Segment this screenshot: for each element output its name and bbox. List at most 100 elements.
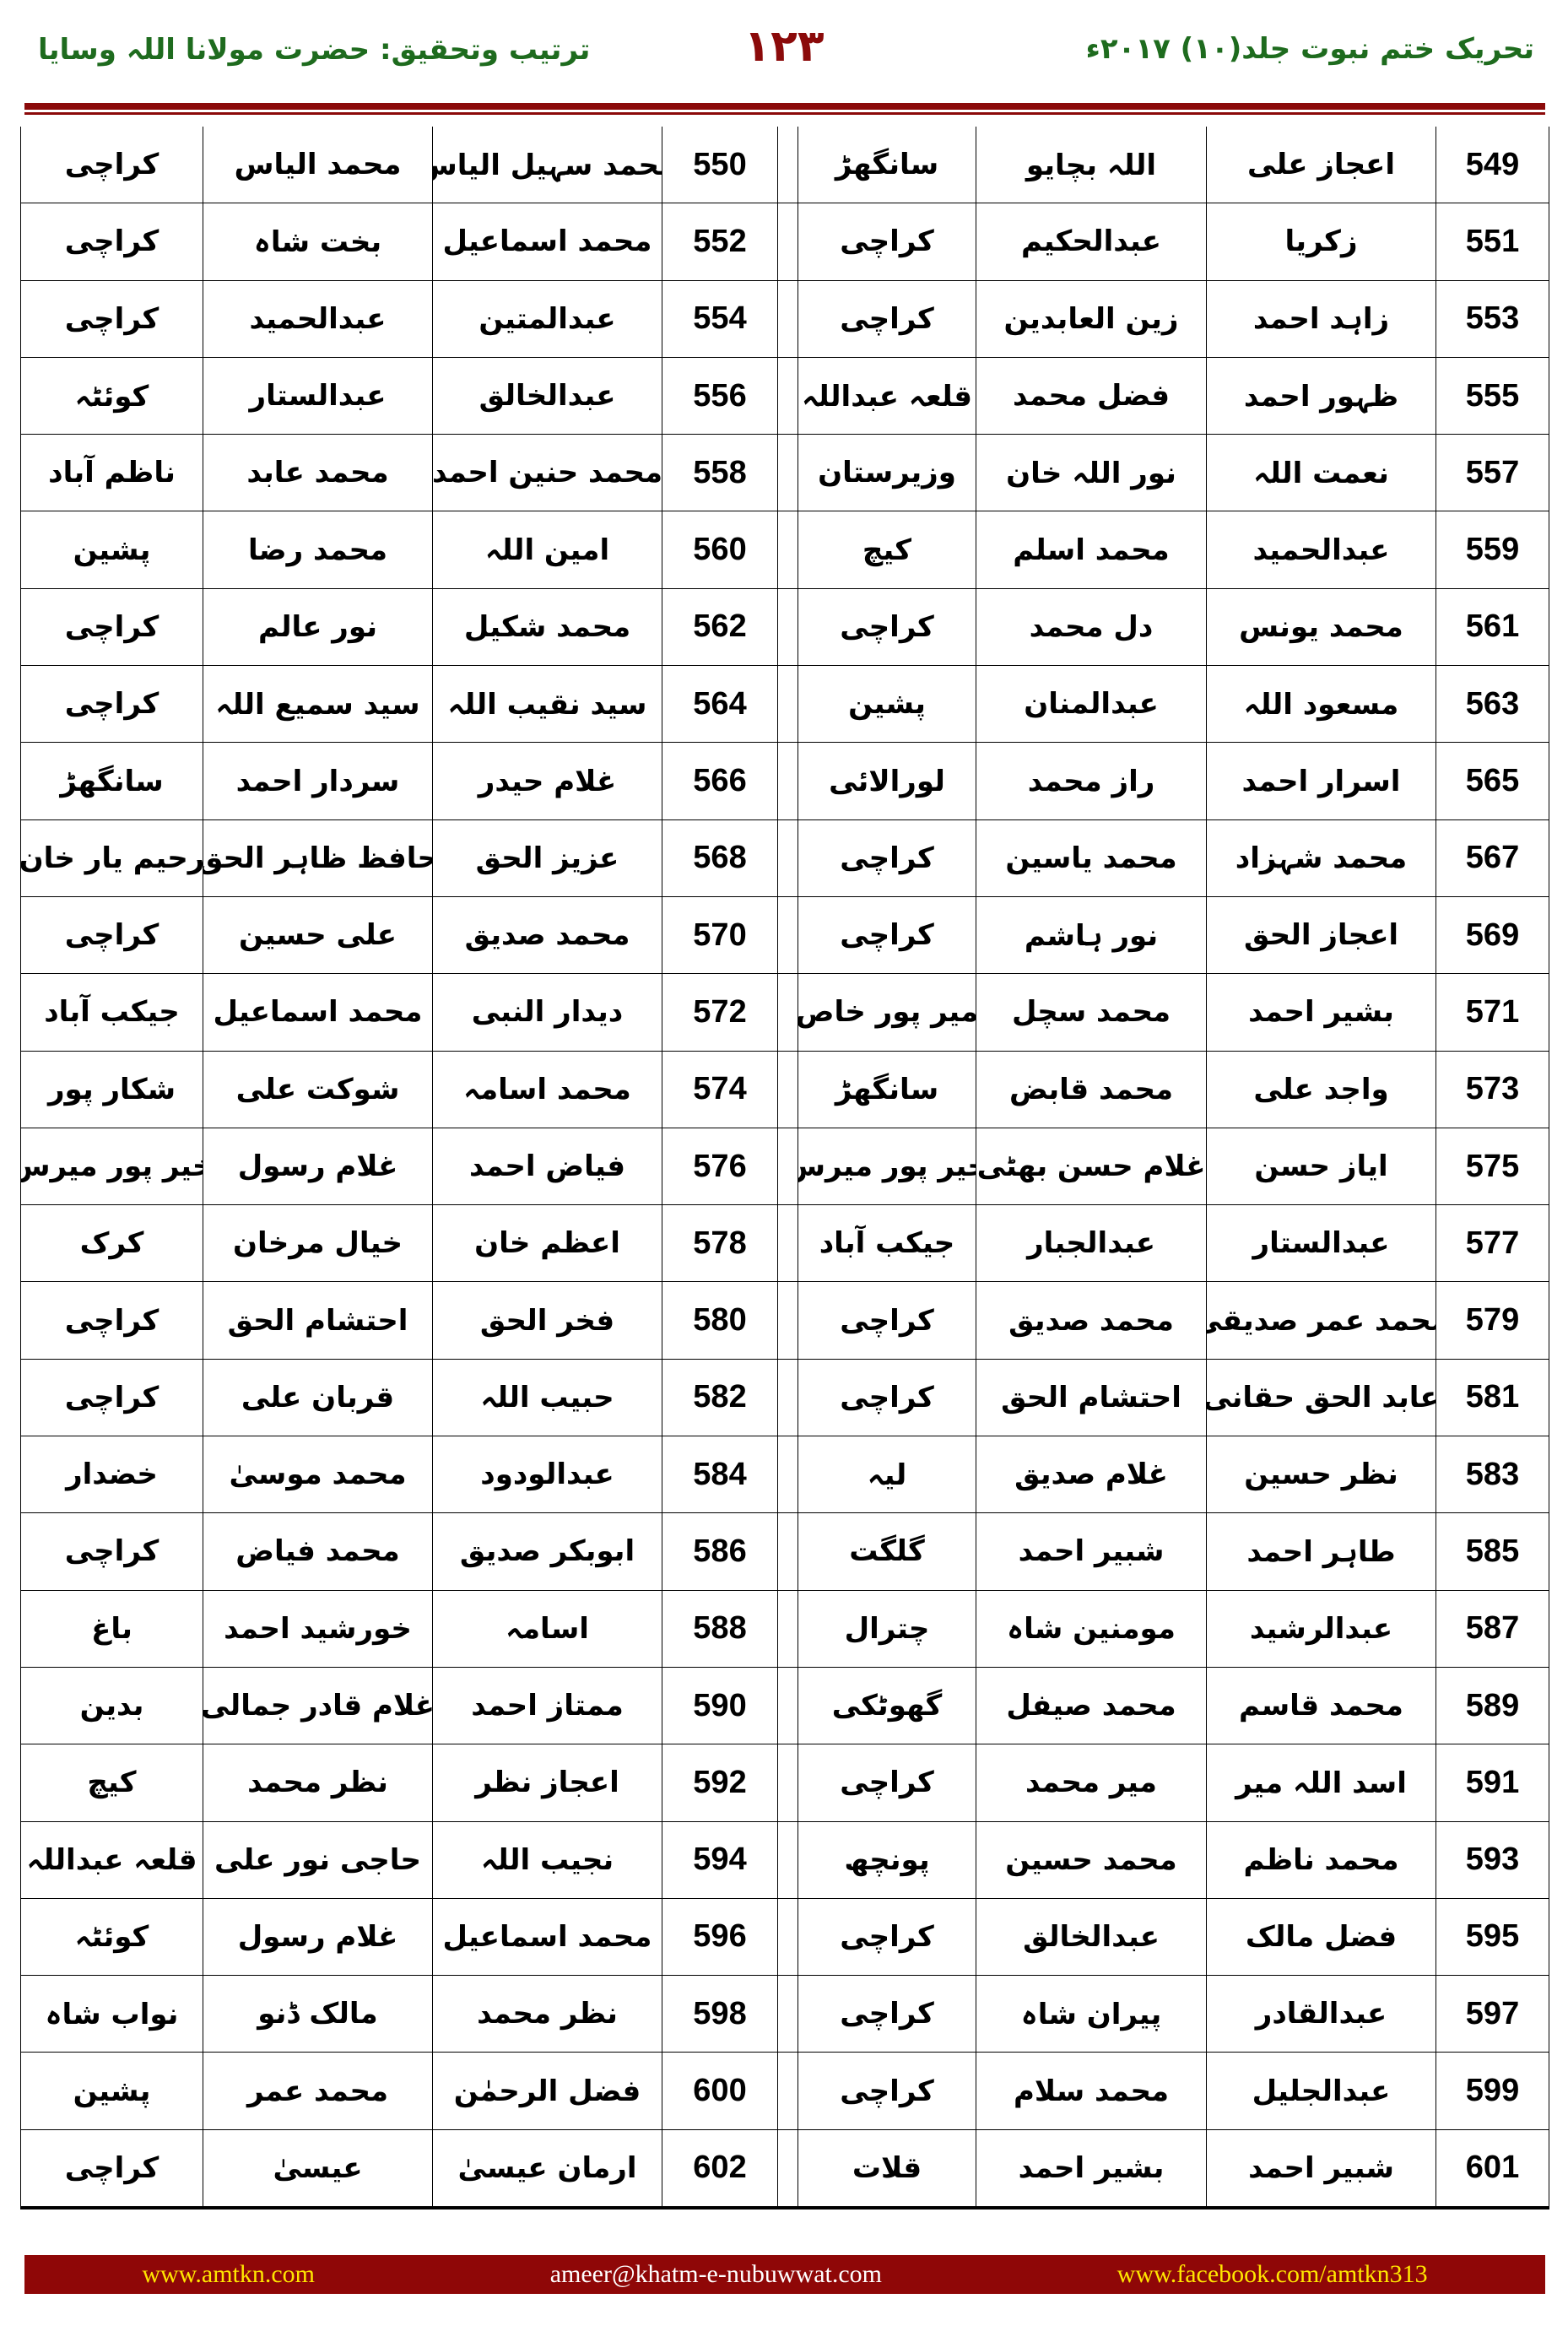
cell-num: 588	[662, 1590, 777, 1667]
cell-city: کیچ	[87, 1766, 137, 1800]
cell-city: کراچی	[798, 1976, 976, 2053]
cell-name: شبیر احمد	[1206, 2129, 1436, 2207]
cell-father: محمد سلام	[976, 2053, 1206, 2129]
cell-father: فضل محمد	[976, 357, 1206, 435]
cell-name: محمد عمر صدیقی	[1206, 1282, 1436, 1359]
cell-father: عبدالحکیم	[976, 203, 1206, 280]
cell-city: کراچی	[64, 301, 160, 336]
column-divider	[777, 511, 798, 588]
cell-name: نظر حسین	[1206, 1436, 1436, 1513]
cell-name: عبدالحمید	[1206, 511, 1436, 588]
cell-city: کراچی	[798, 2053, 976, 2129]
table-row: 561 محمد یونس دل محمد کراچی 562 محمد شکیل نور …	[21, 588, 1549, 667]
cell-num: 559	[1436, 511, 1549, 588]
cell-name: فخر الحق	[432, 1282, 662, 1359]
facebook-link[interactable]: www.facebook.com/amtkn313	[1117, 2260, 1428, 2288]
cell-father: احتشام الحق	[976, 1359, 1206, 1436]
cell-city: پونچھ	[798, 1821, 976, 1898]
cell-city: سانگھڑ	[798, 127, 976, 203]
cell-city: چترال	[798, 1590, 976, 1667]
cell-num: 600	[662, 2053, 777, 2129]
cell-name: نظر محمد	[432, 1976, 662, 2053]
cell-name: ارمان عیسیٰ	[432, 2129, 662, 2207]
cell-name: عبدالودود	[432, 1436, 662, 1513]
cell-num: 554	[662, 280, 777, 357]
cell-name: اعجاز علی	[1206, 127, 1436, 203]
cell-city: کراچی	[798, 819, 976, 896]
cell-num: 593	[1436, 1821, 1549, 1898]
cell-father: عبدالستار	[203, 357, 432, 435]
cell-num: 587	[1436, 1590, 1549, 1667]
cell-father: غلام رسول	[203, 1898, 432, 1976]
column-divider	[777, 1205, 798, 1282]
cell-name: ابوبکر صدیق	[432, 1513, 662, 1590]
column-divider	[777, 2129, 798, 2207]
cell-name: ظہور احمد	[1206, 357, 1436, 435]
cell-city: پشین	[798, 666, 976, 743]
book-title: تحریک ختم نبوت جلد(۱۰) ۲۰۱۷ء	[1085, 32, 1534, 66]
cell-name: محمد صدیق	[432, 896, 662, 974]
cell-father: محمد عمر	[203, 2053, 432, 2129]
cell-city: شکار پور	[47, 1072, 176, 1106]
email-link[interactable]: ameer@khatm-e-nubuwwat.com	[549, 2260, 882, 2288]
cell-num: 585	[1436, 1513, 1549, 1590]
header-rule-thick	[24, 103, 1545, 110]
cell-father: عبدالجبار	[976, 1205, 1206, 1282]
table-row: 589 محمد قاسم محمد صیفل گھوٹکی 590 ممتاز احمد…	[21, 1667, 1549, 1745]
cell-name: فضل الرحمٰن	[432, 2053, 662, 2129]
cell-father: محمد رضا	[203, 511, 432, 588]
table-row: 601 شبیر احمد بشیر احمد قلات 602 ارمان عیسیٰ ع…	[21, 2129, 1549, 2208]
cell-city: پشین	[73, 2074, 151, 2108]
column-divider	[777, 896, 798, 974]
cell-father: مالک ڈنو	[203, 1976, 432, 2053]
cell-city: کراچی	[798, 896, 976, 974]
cell-father: غلام قادر جمالی	[203, 1667, 432, 1744]
cell-father: محمد یاسین	[976, 819, 1206, 896]
cell-city: کراچی	[64, 1380, 160, 1414]
cell-num: 579	[1436, 1282, 1549, 1359]
table-row: 587 عبدالرشید مومنین شاہ چترال 588 اسامہ خورشی…	[21, 1590, 1549, 1668]
table-row: 551 زکریا عبدالحکیم کراچی 552 محمد اسماعیل بخت…	[21, 203, 1549, 281]
cell-father: نور اللہ خان	[976, 435, 1206, 511]
cell-father: نور عالم	[203, 588, 432, 666]
column-divider	[777, 1282, 798, 1359]
cell-father: حاجی نور علی	[203, 1821, 432, 1898]
cell-city: کوئٹہ	[74, 379, 149, 414]
cell-name: طاہر احمد	[1206, 1513, 1436, 1590]
column-divider	[777, 666, 798, 743]
cell-name: اسد اللہ میر	[1206, 1744, 1436, 1821]
cell-name: محمد اسماعیل	[432, 203, 662, 280]
cell-city: قلعہ عبداللہ	[26, 1843, 197, 1878]
cell-city: پشین	[73, 533, 151, 567]
column-divider	[777, 1590, 798, 1667]
column-divider	[777, 1744, 798, 1821]
cell-city: کراچی	[798, 1282, 976, 1359]
cell-num: 576	[662, 1128, 777, 1205]
cell-city: وزیرستان	[798, 435, 976, 511]
cell-father: نور ہاشم	[976, 896, 1206, 974]
table-row: 565 اسرار احمد راز محمد لورالائی 566 غلام حید…	[21, 743, 1549, 820]
cell-num: 594	[662, 1821, 777, 1898]
cell-name: محمد قاسم	[1206, 1667, 1436, 1744]
cell-father: سید سمیع اللہ	[203, 666, 432, 743]
cell-name: محمد سہیل الیاس	[432, 127, 662, 203]
cell-city: کراچی	[798, 203, 976, 280]
cell-name: عبدالستار	[1206, 1205, 1436, 1282]
website-link[interactable]: www.amtkn.com	[142, 2260, 316, 2288]
cell-father: خورشید احمد	[203, 1590, 432, 1667]
cell-city: گھوٹکی	[798, 1667, 976, 1744]
cell-num: 586	[662, 1513, 777, 1590]
header-rule-thin	[24, 112, 1545, 115]
cell-num: 601	[1436, 2129, 1549, 2207]
table-row: 557 نعمت اللہ نور اللہ خان وزیرستان 558 محمد …	[21, 435, 1549, 512]
cell-city: بدین	[79, 1689, 144, 1723]
cell-father: سردار احمد	[203, 743, 432, 819]
cell-name: اسامہ	[432, 1590, 662, 1667]
cell-num: 562	[662, 588, 777, 666]
cell-name: عبدالخالق	[432, 357, 662, 435]
cell-name: دیدار النبی	[432, 974, 662, 1051]
cell-num: 596	[662, 1898, 777, 1976]
cell-father: محمد صیفل	[976, 1667, 1206, 1744]
